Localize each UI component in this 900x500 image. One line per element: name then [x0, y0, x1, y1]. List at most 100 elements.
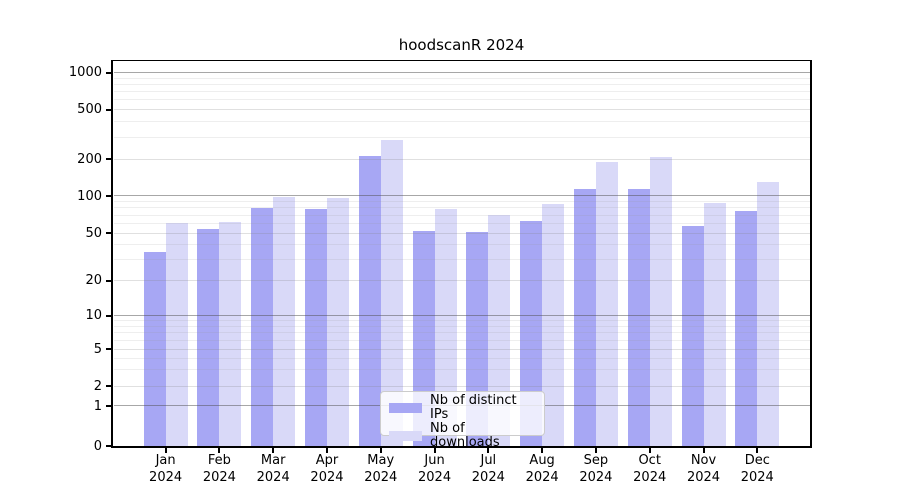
y-tick-mark [105, 314, 112, 317]
x-tick-label: Apr 2024 [310, 453, 344, 485]
x-tick-label: Aug 2024 [525, 453, 559, 485]
bar-jan-distinct-ips [143, 251, 166, 447]
gridline-minor [114, 201, 810, 203]
gridline-decade [114, 315, 810, 317]
y-tick-mark [105, 445, 112, 448]
bar-apr-distinct-ips [304, 208, 327, 447]
chart-title: hoodscanR 2024 [398, 36, 525, 54]
bar-dec-distinct-ips [735, 211, 758, 447]
y-tick-label: 0 [93, 438, 102, 454]
bar-feb-distinct-ips [197, 228, 220, 447]
gridline-minor [114, 77, 810, 79]
x-tick-mark [541, 448, 544, 453]
bar-dec-downloads [757, 181, 780, 447]
gridline-minor [114, 222, 810, 224]
bar-feb-downloads [219, 221, 242, 447]
gridline-minor [114, 121, 810, 123]
x-tick-mark [272, 448, 275, 453]
y-tick-label: 500 [77, 102, 102, 117]
gridline-minor [114, 244, 810, 246]
y-tick-label: 2 [93, 378, 102, 394]
bar-nov-distinct-ips [681, 226, 704, 447]
gridline-minor [114, 136, 810, 138]
bar-sep-distinct-ips [573, 189, 596, 447]
y-tick-label: 50 [85, 225, 102, 241]
bar-may-distinct-ips [358, 156, 381, 447]
x-tick-label: Jun 2024 [418, 453, 452, 485]
bar-aug-downloads [542, 204, 565, 447]
gridline-minor [114, 259, 810, 261]
legend-item: Nb of distinct IPs [389, 394, 536, 422]
x-tick-label: Mar 2024 [256, 453, 290, 485]
bar-jul-downloads [488, 215, 511, 447]
bar-jun-downloads [434, 209, 457, 447]
y-tick-mark [105, 405, 112, 407]
x-tick-mark [756, 448, 759, 453]
y-tick-mark [105, 232, 112, 234]
bottom-spine [111, 446, 812, 448]
gridline-minor [114, 332, 810, 334]
legend-label: Nb of downloads [430, 421, 500, 450]
bar-oct-distinct-ips [627, 189, 650, 447]
gridline-minor [114, 91, 810, 93]
gridline-minor [114, 357, 810, 359]
gridline-minor [114, 320, 810, 322]
gridline-decade [114, 195, 810, 197]
gridline-minor [114, 326, 810, 328]
gridline-minor [114, 84, 810, 86]
gridline-minor [114, 214, 810, 216]
x-tick-label: Jul 2024 [471, 453, 505, 485]
y-tick-label: 1 [93, 398, 102, 414]
y-tick-mark [105, 279, 112, 282]
y-tick-mark [105, 195, 112, 197]
y-tick-label: 1000 [68, 65, 102, 81]
gridline-major [114, 158, 810, 160]
x-tick-label: Nov 2024 [686, 453, 721, 485]
gridline-major [114, 232, 810, 234]
y-tick-label: 20 [85, 273, 102, 289]
x-tick-mark [594, 448, 597, 453]
x-tick-label: Feb 2024 [202, 453, 236, 485]
gridline-decade [114, 72, 810, 74]
bar-oct-downloads [649, 157, 672, 447]
right-spine [810, 59, 812, 448]
bar-apr-downloads [326, 198, 349, 447]
x-tick-label: Sep 2024 [579, 453, 613, 485]
gridline-major [114, 348, 810, 350]
gridline-minor [114, 369, 810, 371]
top-spine [111, 59, 812, 62]
y-tick-label: 5 [93, 341, 102, 357]
y-tick-mark [105, 385, 112, 387]
x-tick-mark [487, 448, 490, 453]
bar-aug-distinct-ips [520, 220, 543, 447]
x-tick-label: Oct 2024 [633, 453, 667, 485]
left-spine [111, 59, 113, 448]
x-tick-mark [164, 448, 167, 453]
bar-mar-distinct-ips [251, 207, 274, 447]
x-tick-mark [433, 448, 436, 453]
gridline-major [114, 280, 810, 282]
x-tick-mark [702, 448, 705, 453]
x-tick-label: May 2024 [364, 453, 398, 485]
x-tick-mark [218, 448, 221, 453]
x-tick-label: Dec 2024 [740, 453, 774, 485]
y-tick-label: 10 [85, 308, 102, 324]
legend-item: Nb of downloads [389, 422, 536, 450]
legend-swatch-downloads [389, 431, 422, 441]
bar-mar-downloads [273, 196, 296, 447]
gridline-minor [114, 99, 810, 101]
y-tick-mark [105, 108, 112, 111]
y-tick-mark [105, 348, 112, 351]
y-tick-label: 100 [77, 188, 102, 204]
bar-sep-downloads [595, 161, 618, 447]
y-tick-mark [105, 158, 112, 160]
legend-label: Nb of distinct IPs [430, 393, 517, 422]
x-tick-mark [379, 448, 382, 453]
bar-may-downloads [380, 139, 403, 447]
gridline-major [114, 385, 810, 387]
chart-legend: Nb of distinct IPs Nb of downloads [380, 391, 545, 450]
x-tick-mark [325, 448, 328, 453]
legend-swatch-distinct-ips [389, 403, 422, 413]
y-tick-label: 200 [77, 151, 102, 167]
gridline-major [114, 109, 810, 110]
